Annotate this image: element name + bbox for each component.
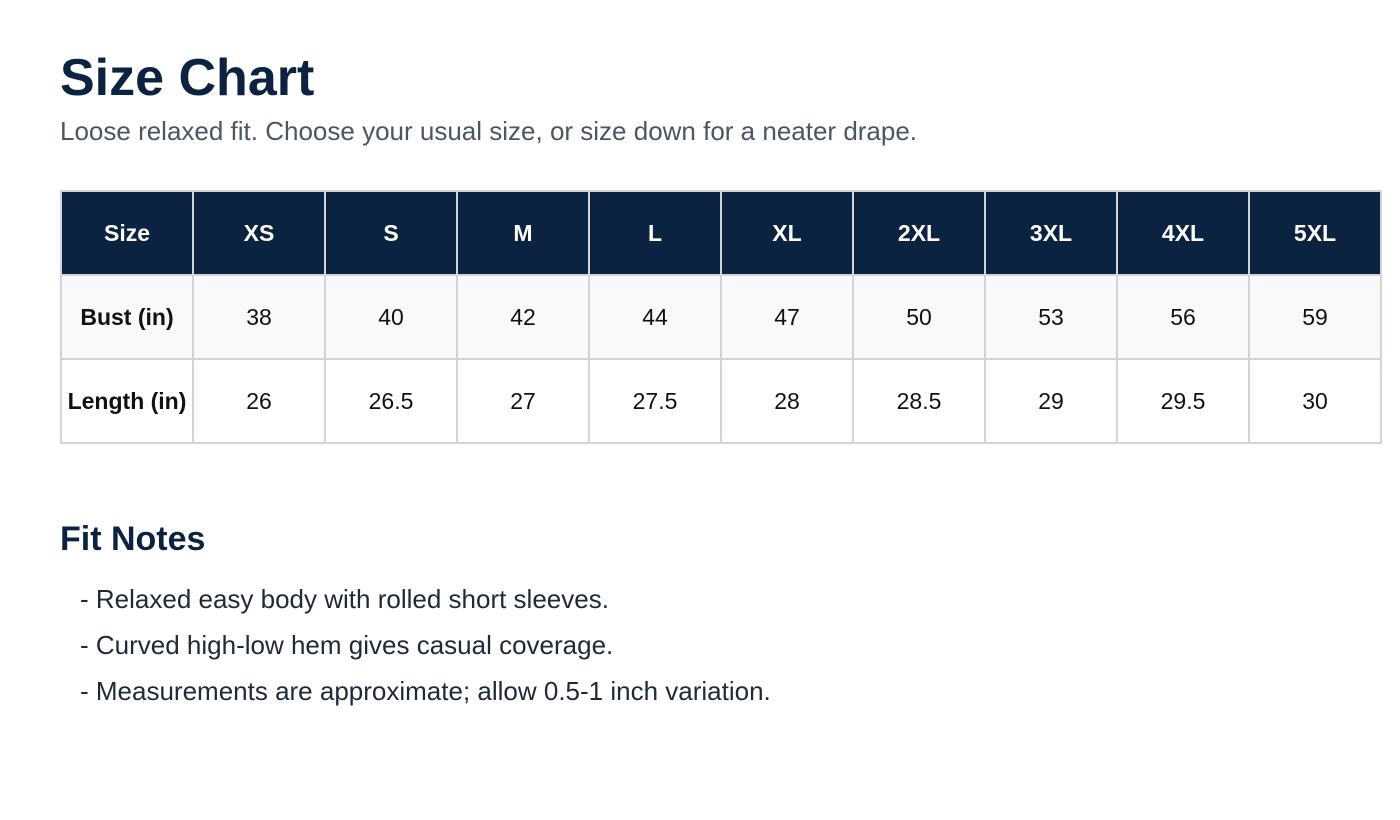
table-cell: 44	[588, 274, 722, 360]
column-header: 3XL	[984, 190, 1118, 276]
table-cell: 26.5	[324, 358, 458, 444]
notes-title: Fit Notes	[60, 520, 206, 558]
table-cell: 30	[1248, 358, 1382, 444]
table-cell: 29.5	[1116, 358, 1250, 444]
table-cell: 27	[456, 358, 590, 444]
notes-list: - Relaxed easy body with rolled short sl…	[80, 576, 771, 714]
note-item: - Measurements are approximate; allow 0.…	[80, 676, 771, 706]
table-cell: 38	[192, 274, 326, 360]
note-item: - Curved high-low hem gives casual cover…	[80, 630, 614, 660]
table-cell: 28.5	[852, 358, 986, 444]
table-cell: 42	[456, 274, 590, 360]
header-row: Size XS S M L XL 2XL 3XL 4XL 5XL	[60, 190, 1382, 276]
row-label: Bust (in)	[60, 274, 194, 360]
table-cell: 53	[984, 274, 1118, 360]
table-row: Bust (in) 38 40 42 44 47 50 53 56 59	[60, 274, 1382, 360]
subtitle: Loose relaxed fit. Choose your usual siz…	[60, 116, 918, 146]
table-cell: 26	[192, 358, 326, 444]
column-header: L	[588, 190, 722, 276]
column-header: 5XL	[1248, 190, 1382, 276]
column-header: XS	[192, 190, 326, 276]
table-row: Length (in) 26 26.5 27 27.5 28 28.5 29 29.5 30	[60, 358, 1382, 444]
table-cell: 47	[720, 274, 854, 360]
table-cell: 40	[324, 274, 458, 360]
column-header: XL	[720, 190, 854, 276]
table-cell: 50	[852, 274, 986, 360]
column-header: Size	[60, 190, 194, 276]
row-label: Length (in)	[60, 358, 194, 444]
table-cell: 27.5	[588, 358, 722, 444]
column-header: 2XL	[852, 190, 986, 276]
table-cell: 29	[984, 358, 1118, 444]
column-header: 4XL	[1116, 190, 1250, 276]
table-cell: 59	[1248, 274, 1382, 360]
size-table: Size XS S M L XL 2XL 3XL 4XL 5XL Bust (in) 38 40 42 4…	[60, 190, 1382, 444]
table-cell: 28	[720, 358, 854, 444]
page-title: Size Chart	[60, 49, 315, 107]
column-header: S	[324, 190, 458, 276]
table-cell: 56	[1116, 274, 1250, 360]
note-item: - Relaxed easy body with rolled short sl…	[80, 584, 609, 614]
column-header: M	[456, 190, 590, 276]
